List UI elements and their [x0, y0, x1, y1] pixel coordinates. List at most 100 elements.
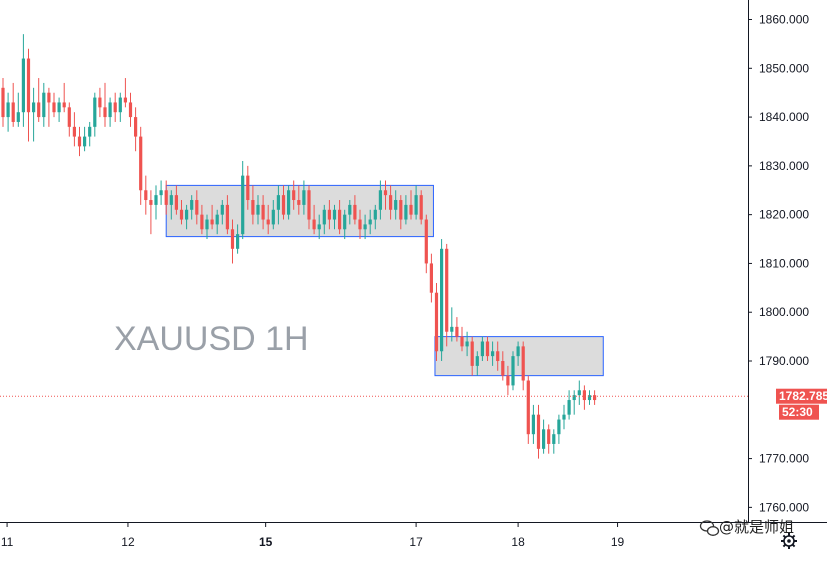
candle — [542, 419, 546, 454]
candle-body — [251, 200, 255, 215]
watermark: @就是师姐 — [699, 518, 794, 536]
candle — [128, 92, 133, 127]
candle — [511, 351, 515, 391]
candle-body — [42, 92, 46, 118]
candle-body — [429, 263, 433, 293]
x-tick-label: 11 — [1, 535, 14, 549]
candle-body — [338, 209, 342, 230]
candle — [251, 185, 255, 225]
candle-body — [562, 414, 566, 420]
candle — [72, 112, 76, 147]
candle-body — [567, 400, 571, 415]
candle — [572, 390, 576, 415]
candle-body — [185, 209, 189, 220]
gear-icon[interactable] — [781, 533, 797, 549]
candle-body — [174, 195, 178, 210]
candle — [536, 404, 541, 459]
candle-body — [327, 209, 331, 220]
candle — [52, 92, 56, 118]
candle-body — [1, 87, 5, 118]
candle-body — [179, 209, 184, 220]
candle — [455, 317, 459, 342]
candle — [98, 87, 102, 118]
candle-body — [149, 200, 153, 205]
candle-body — [394, 200, 398, 210]
candle — [582, 385, 586, 410]
candle — [103, 82, 107, 127]
candle-body — [587, 395, 592, 401]
candle-body — [440, 248, 444, 352]
candle-body — [72, 126, 76, 137]
y-tick-label: 1840.000 — [759, 110, 809, 124]
candle-body — [21, 58, 25, 113]
candle — [266, 204, 270, 235]
candle — [16, 92, 20, 127]
candle-body — [195, 200, 199, 215]
candle-body — [276, 195, 280, 210]
candle — [450, 307, 454, 342]
zone-box-1[interactable] — [165, 184, 434, 238]
candle — [281, 185, 286, 220]
candle — [230, 219, 235, 264]
candle-body — [144, 190, 148, 201]
candle — [343, 209, 347, 240]
candle — [159, 180, 163, 205]
candle-body — [501, 361, 505, 376]
candle-body — [521, 346, 525, 381]
candle — [118, 92, 122, 122]
candle — [547, 424, 551, 454]
candle — [205, 214, 209, 240]
candle — [394, 190, 398, 220]
candle — [77, 126, 82, 157]
candle-body — [582, 390, 586, 401]
candle-body — [103, 107, 107, 118]
candle-body — [236, 234, 240, 249]
candle-body — [409, 204, 413, 215]
candle-body — [302, 190, 306, 205]
candle — [358, 209, 362, 240]
candle-body — [67, 107, 71, 127]
y-axis[interactable]: 1860.000 1850.000 1840.000 1830.000 1820.000… — [748, 13, 809, 515]
candle-body — [424, 219, 428, 264]
x-axis[interactable]: 11 12 15 17 18 19 — [1, 522, 625, 549]
y-tick-label: 1810.000 — [759, 256, 809, 270]
y-tick-label: 1790.000 — [759, 354, 809, 368]
candle — [42, 82, 46, 127]
x-tick-label: 19 — [611, 535, 625, 549]
candle — [21, 34, 25, 127]
x-tick-label: 18 — [511, 535, 525, 549]
y-tick-label: 1830.000 — [759, 159, 809, 173]
candle — [491, 341, 495, 366]
candle-body — [348, 204, 352, 215]
candle — [552, 429, 556, 454]
candle-body — [210, 219, 214, 225]
candle-body — [11, 102, 15, 122]
candle-body — [83, 136, 87, 147]
candle — [429, 253, 433, 303]
candle — [557, 414, 561, 444]
candle — [470, 336, 474, 376]
candle-body — [414, 195, 418, 215]
candle-body — [26, 58, 31, 113]
candle — [363, 214, 367, 240]
candle-body — [322, 209, 326, 225]
candle-body — [475, 356, 479, 366]
candle — [26, 48, 31, 142]
candle — [480, 336, 484, 362]
candle-body — [353, 204, 357, 220]
candle-body — [455, 326, 459, 337]
candle-body — [241, 175, 245, 235]
candle — [11, 82, 15, 127]
candle — [225, 195, 229, 235]
candle-body — [531, 414, 535, 435]
candle-body — [572, 395, 576, 401]
candle — [501, 351, 505, 381]
candle — [338, 200, 342, 235]
candle — [424, 214, 428, 274]
candle-body — [434, 292, 439, 352]
candle — [404, 195, 408, 225]
candle-body — [373, 209, 377, 220]
candle — [113, 92, 117, 122]
candle — [220, 200, 224, 225]
